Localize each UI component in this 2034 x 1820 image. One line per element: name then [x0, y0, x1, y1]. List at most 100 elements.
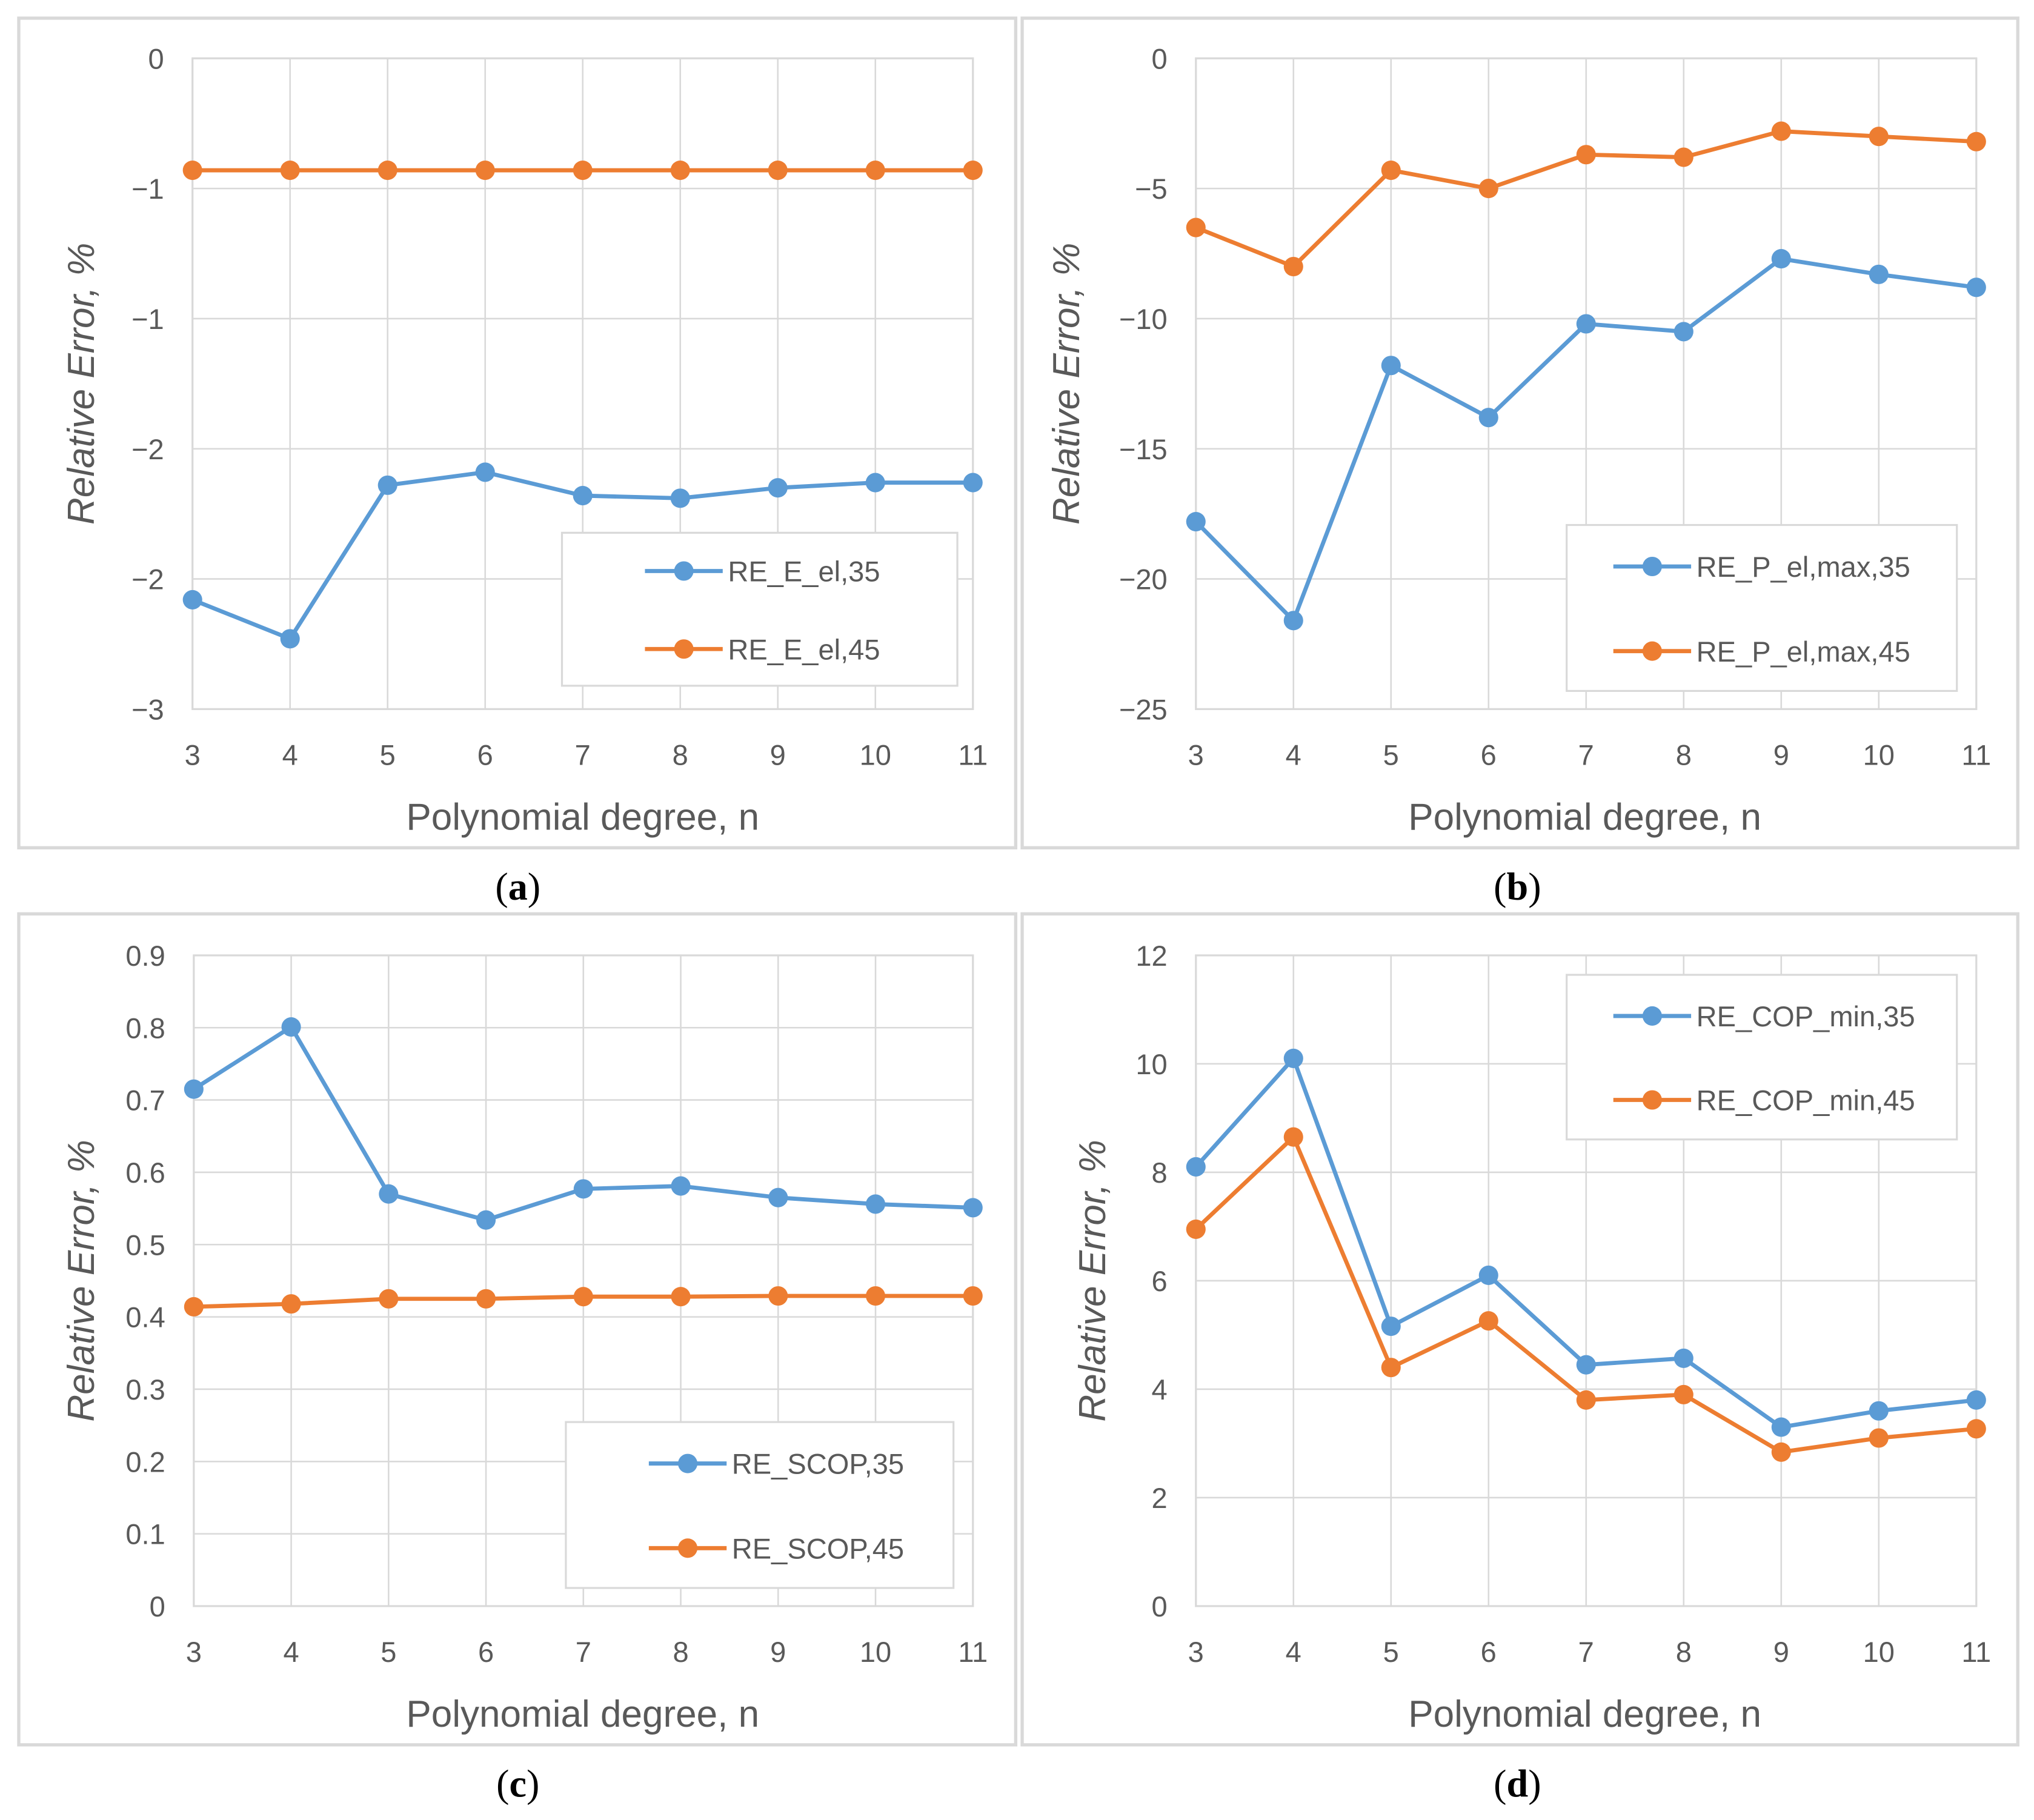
y-tick-label: −2: [131, 433, 164, 465]
legend-label: RE_E_el,45: [728, 633, 880, 665]
legend-marker: [677, 1453, 698, 1473]
x-tick-label: 3: [185, 739, 201, 771]
series-35: [1186, 1048, 1986, 1437]
plot-area-border: [1195, 954, 1978, 1607]
data-point: [1771, 249, 1791, 269]
data-point: [1478, 179, 1498, 199]
data-point: [1478, 1311, 1498, 1331]
data-point: [184, 1079, 204, 1099]
data-point: [1283, 256, 1303, 277]
x-tick-label: 9: [1773, 1636, 1789, 1668]
series-35: [184, 1017, 983, 1230]
y-tick-label: 0.1: [125, 1518, 165, 1550]
legend: RE_E_el,35 RE_E_el,45: [560, 531, 959, 687]
chart-panel-a: 0 −1 −1 −2 −2 −3 3 4 5 6 7 8 9 10 11 Polynomial degree,…: [17, 16, 1018, 849]
y-tick-label: 12: [1135, 940, 1167, 972]
data-point: [671, 1176, 691, 1196]
legend-label: RE_SCOP,45: [732, 1532, 904, 1564]
x-tick-label: 6: [1481, 739, 1497, 771]
data-point: [865, 1194, 886, 1214]
x-tick-label: 7: [576, 1636, 591, 1668]
legend-marker: [677, 1538, 698, 1558]
data-point: [379, 1184, 399, 1204]
x-tick-label: 7: [1578, 739, 1594, 771]
x-tick-label: 5: [381, 1636, 396, 1668]
chart-frame: [17, 16, 1018, 849]
data-point: [768, 1286, 788, 1306]
x-tick-label: 8: [1676, 1636, 1692, 1668]
data-point: [768, 478, 788, 498]
x-tick-label: 4: [1286, 739, 1301, 771]
data-point: [182, 160, 202, 181]
x-axis-label: Polynomial degree, n: [406, 1693, 759, 1735]
legend-label: RE_SCOP,35: [732, 1448, 904, 1480]
legend-label: RE_P_el,max,45: [1697, 636, 1910, 668]
x-axis-label: Polynomial degree, n: [1408, 1693, 1761, 1735]
data-point: [281, 1294, 301, 1314]
data-point: [1673, 1384, 1693, 1404]
panel-caption: (d): [1494, 1762, 1541, 1805]
x-tick-label: 5: [380, 739, 396, 771]
x-tick-label: 9: [770, 739, 786, 771]
y-tick-label: −2: [131, 563, 164, 596]
x-tick-label: 11: [1961, 1636, 1991, 1668]
x-axis-label: Polynomial degree, n: [1408, 796, 1761, 838]
data-point: [1186, 1219, 1206, 1239]
data-point: [1186, 218, 1206, 237]
series-35: [1186, 249, 1986, 631]
x-tick-label: 10: [860, 739, 891, 771]
y-tick-label: 0.7: [125, 1084, 165, 1117]
y-tick-label: 0.2: [125, 1446, 165, 1478]
data-point: [963, 1286, 983, 1306]
data-point: [1576, 1390, 1596, 1410]
data-point: [1673, 322, 1693, 342]
panel-caption-letter: b: [1507, 865, 1529, 908]
panel-caption: (a): [495, 865, 540, 908]
data-point: [476, 1289, 496, 1309]
data-point: [1381, 160, 1401, 181]
x-tick-label: 8: [673, 739, 688, 771]
data-point: [184, 1297, 204, 1317]
legend-marker: [1642, 1090, 1662, 1110]
chart-panel-c: 0 0.1 0.2 0.3 0.4 0.5 0.6 0.7 0.8 0.9 3 4 5 6 7 8 9 10 11 P…: [17, 912, 1018, 1747]
x-tick-label: 4: [283, 1636, 299, 1668]
x-axis-label: Polynomial degree, n: [406, 796, 759, 838]
x-tick-label: 10: [1863, 739, 1895, 771]
data-point: [281, 1017, 301, 1037]
x-tick-label: 11: [958, 1636, 988, 1668]
legend-box: [560, 531, 959, 687]
data-point: [1186, 511, 1206, 532]
x-tick-label: 11: [958, 739, 988, 771]
data-point: [670, 160, 690, 181]
data-point: [573, 160, 593, 181]
data-point: [1478, 1265, 1498, 1286]
y-tick-label: −3: [131, 693, 164, 725]
data-point: [1576, 314, 1596, 334]
chart-frame: [17, 912, 1018, 1747]
y-tick-label: 0: [1152, 1590, 1168, 1622]
legend: RE_COP_min,35 RE_COP_min,45: [1566, 974, 1958, 1141]
data-point: [963, 473, 983, 493]
y-tick-label: 0: [1152, 42, 1168, 75]
y-tick-label: 0: [150, 1590, 165, 1622]
data-point: [379, 1289, 399, 1309]
data-point: [768, 1187, 788, 1207]
y-tick-label: 10: [1135, 1048, 1167, 1080]
x-tick-label: 9: [1773, 739, 1789, 771]
y-tick-label: 0.4: [125, 1301, 165, 1333]
x-tick-label: 7: [1578, 1636, 1594, 1668]
legend-label: RE_COP_min,35: [1697, 1000, 1915, 1032]
y-tick-label: 6: [1152, 1265, 1168, 1297]
legend-box: [565, 1421, 955, 1589]
data-point: [280, 160, 300, 181]
x-tick-label: 10: [1863, 1636, 1895, 1668]
panel-caption-letter: a: [508, 865, 528, 908]
y-axis-label: Relative Error, %: [1046, 243, 1088, 525]
data-point: [1771, 1417, 1791, 1437]
chart-panel-b: 0 −5 −10 −15 −20 −25 3 4 5 6 7 8 9 10 11 Polynomial deg…: [1020, 16, 2019, 849]
y-tick-label: 8: [1152, 1157, 1168, 1189]
data-point: [1478, 408, 1498, 428]
x-tick-label: 9: [770, 1636, 786, 1668]
